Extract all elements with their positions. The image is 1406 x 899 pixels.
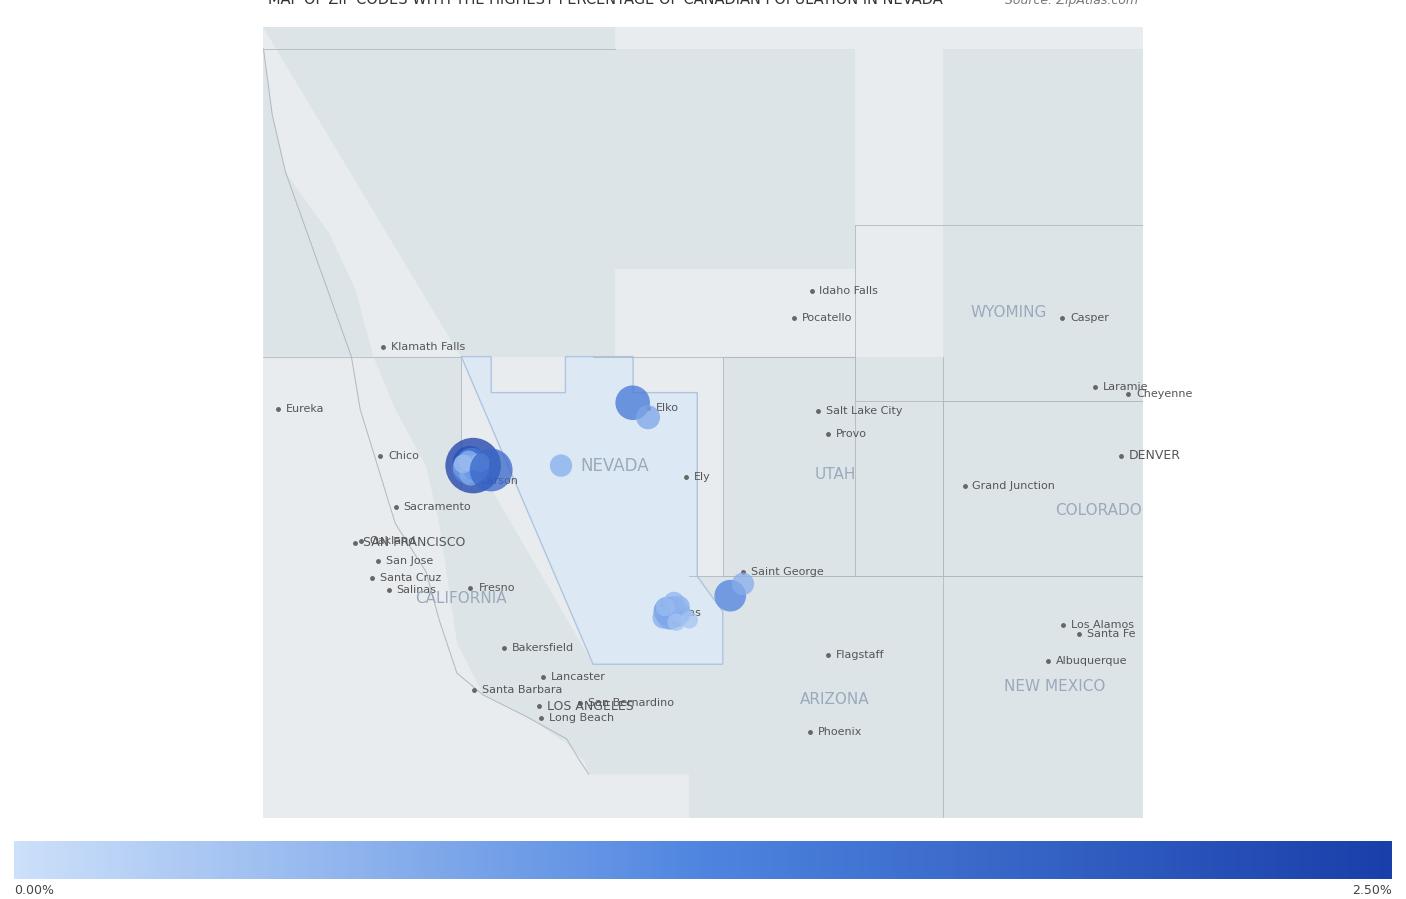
Polygon shape [263,27,614,357]
Text: LOS ANGELES: LOS ANGELES [547,699,633,713]
Text: Sacramento: Sacramento [404,502,471,512]
Text: Phoenix: Phoenix [818,727,862,737]
Text: CALIFORNIA: CALIFORNIA [415,591,508,606]
Text: Las: Las [683,608,702,618]
Point [456,462,478,476]
Text: Laramie: Laramie [1102,382,1149,392]
Text: Grand Junction: Grand Junction [973,481,1056,491]
Text: Eureka: Eureka [287,405,325,414]
Text: Long Beach: Long Beach [548,713,614,724]
Point [463,458,485,473]
Polygon shape [582,49,855,269]
Text: Flagstaff: Flagstaff [837,651,884,661]
Point [659,610,682,624]
Point [652,610,675,625]
Text: MAP OF ZIP CODES WITH THE HIGHEST PERCENTAGE OF CANADIAN POPULATION IN NEVADA: MAP OF ZIP CODES WITH THE HIGHEST PERCEN… [269,0,942,7]
Text: Bakersfield: Bakersfield [512,643,575,653]
Text: UTAH: UTAH [814,467,855,482]
Point [664,606,686,620]
Point [637,410,659,424]
Polygon shape [689,576,942,818]
Point [454,459,477,474]
Point [718,589,741,603]
Text: 2.50%: 2.50% [1353,885,1392,897]
Text: Idaho Falls: Idaho Falls [820,286,879,296]
Polygon shape [263,27,1143,818]
Text: NEVADA: NEVADA [581,458,650,476]
Point [654,600,676,614]
Text: Carson: Carson [479,476,519,486]
Text: Santa Fe: Santa Fe [1087,629,1136,639]
Text: Los Alamos: Los Alamos [1071,620,1135,630]
Point [621,396,644,410]
Text: 0.00%: 0.00% [14,885,53,897]
Point [665,615,688,629]
Text: Cheyenne: Cheyenne [1136,389,1192,399]
Text: Salinas: Salinas [396,585,437,595]
Point [662,595,685,610]
Text: Santa Cruz: Santa Cruz [380,573,441,583]
Text: Saint George: Saint George [751,567,824,577]
Point [668,600,690,614]
Polygon shape [263,49,703,774]
Text: WYOMING: WYOMING [970,305,1046,320]
Point [460,467,482,482]
Point [465,460,488,475]
Point [464,464,486,478]
Text: Ely: Ely [693,473,710,483]
Point [461,457,484,471]
Text: San Bernardino: San Bernardino [588,699,675,708]
Text: Oakland: Oakland [370,536,416,547]
Point [479,463,502,477]
Text: NEW MEXICO: NEW MEXICO [1004,679,1105,694]
Text: SAN FRANCISCO: SAN FRANCISCO [363,536,465,549]
Text: Chico: Chico [388,451,419,461]
Point [678,613,700,628]
Point [731,576,754,591]
Text: Santa Barbara: Santa Barbara [482,685,562,695]
Point [665,609,688,623]
Point [457,454,479,468]
Point [669,606,692,620]
Text: Casper: Casper [1070,314,1109,324]
Point [451,457,474,471]
Text: Lancaster: Lancaster [551,672,606,682]
Point [550,458,572,473]
Polygon shape [942,49,1163,576]
Text: Salt Lake City: Salt Lake City [825,406,903,416]
Text: ARIZONA: ARIZONA [800,692,870,707]
Polygon shape [461,357,723,664]
Text: Re: Re [478,460,492,470]
Point [470,455,492,469]
Polygon shape [723,357,942,576]
Text: Albuquerque: Albuquerque [1056,655,1128,666]
Text: San Jose: San Jose [387,556,433,566]
Text: Source: ZipAtlas.com: Source: ZipAtlas.com [1005,0,1137,7]
Text: Klamath Falls: Klamath Falls [391,342,465,352]
Text: COLORADO: COLORADO [1054,503,1142,518]
Text: DENVER: DENVER [1129,450,1181,462]
Text: Pocatello: Pocatello [801,314,852,324]
Point [657,604,679,619]
Point [661,601,683,616]
Text: Fresno: Fresno [478,583,515,592]
Text: Elko: Elko [655,403,679,413]
Text: Provo: Provo [835,430,866,440]
Polygon shape [942,576,1208,818]
Point [458,456,481,470]
